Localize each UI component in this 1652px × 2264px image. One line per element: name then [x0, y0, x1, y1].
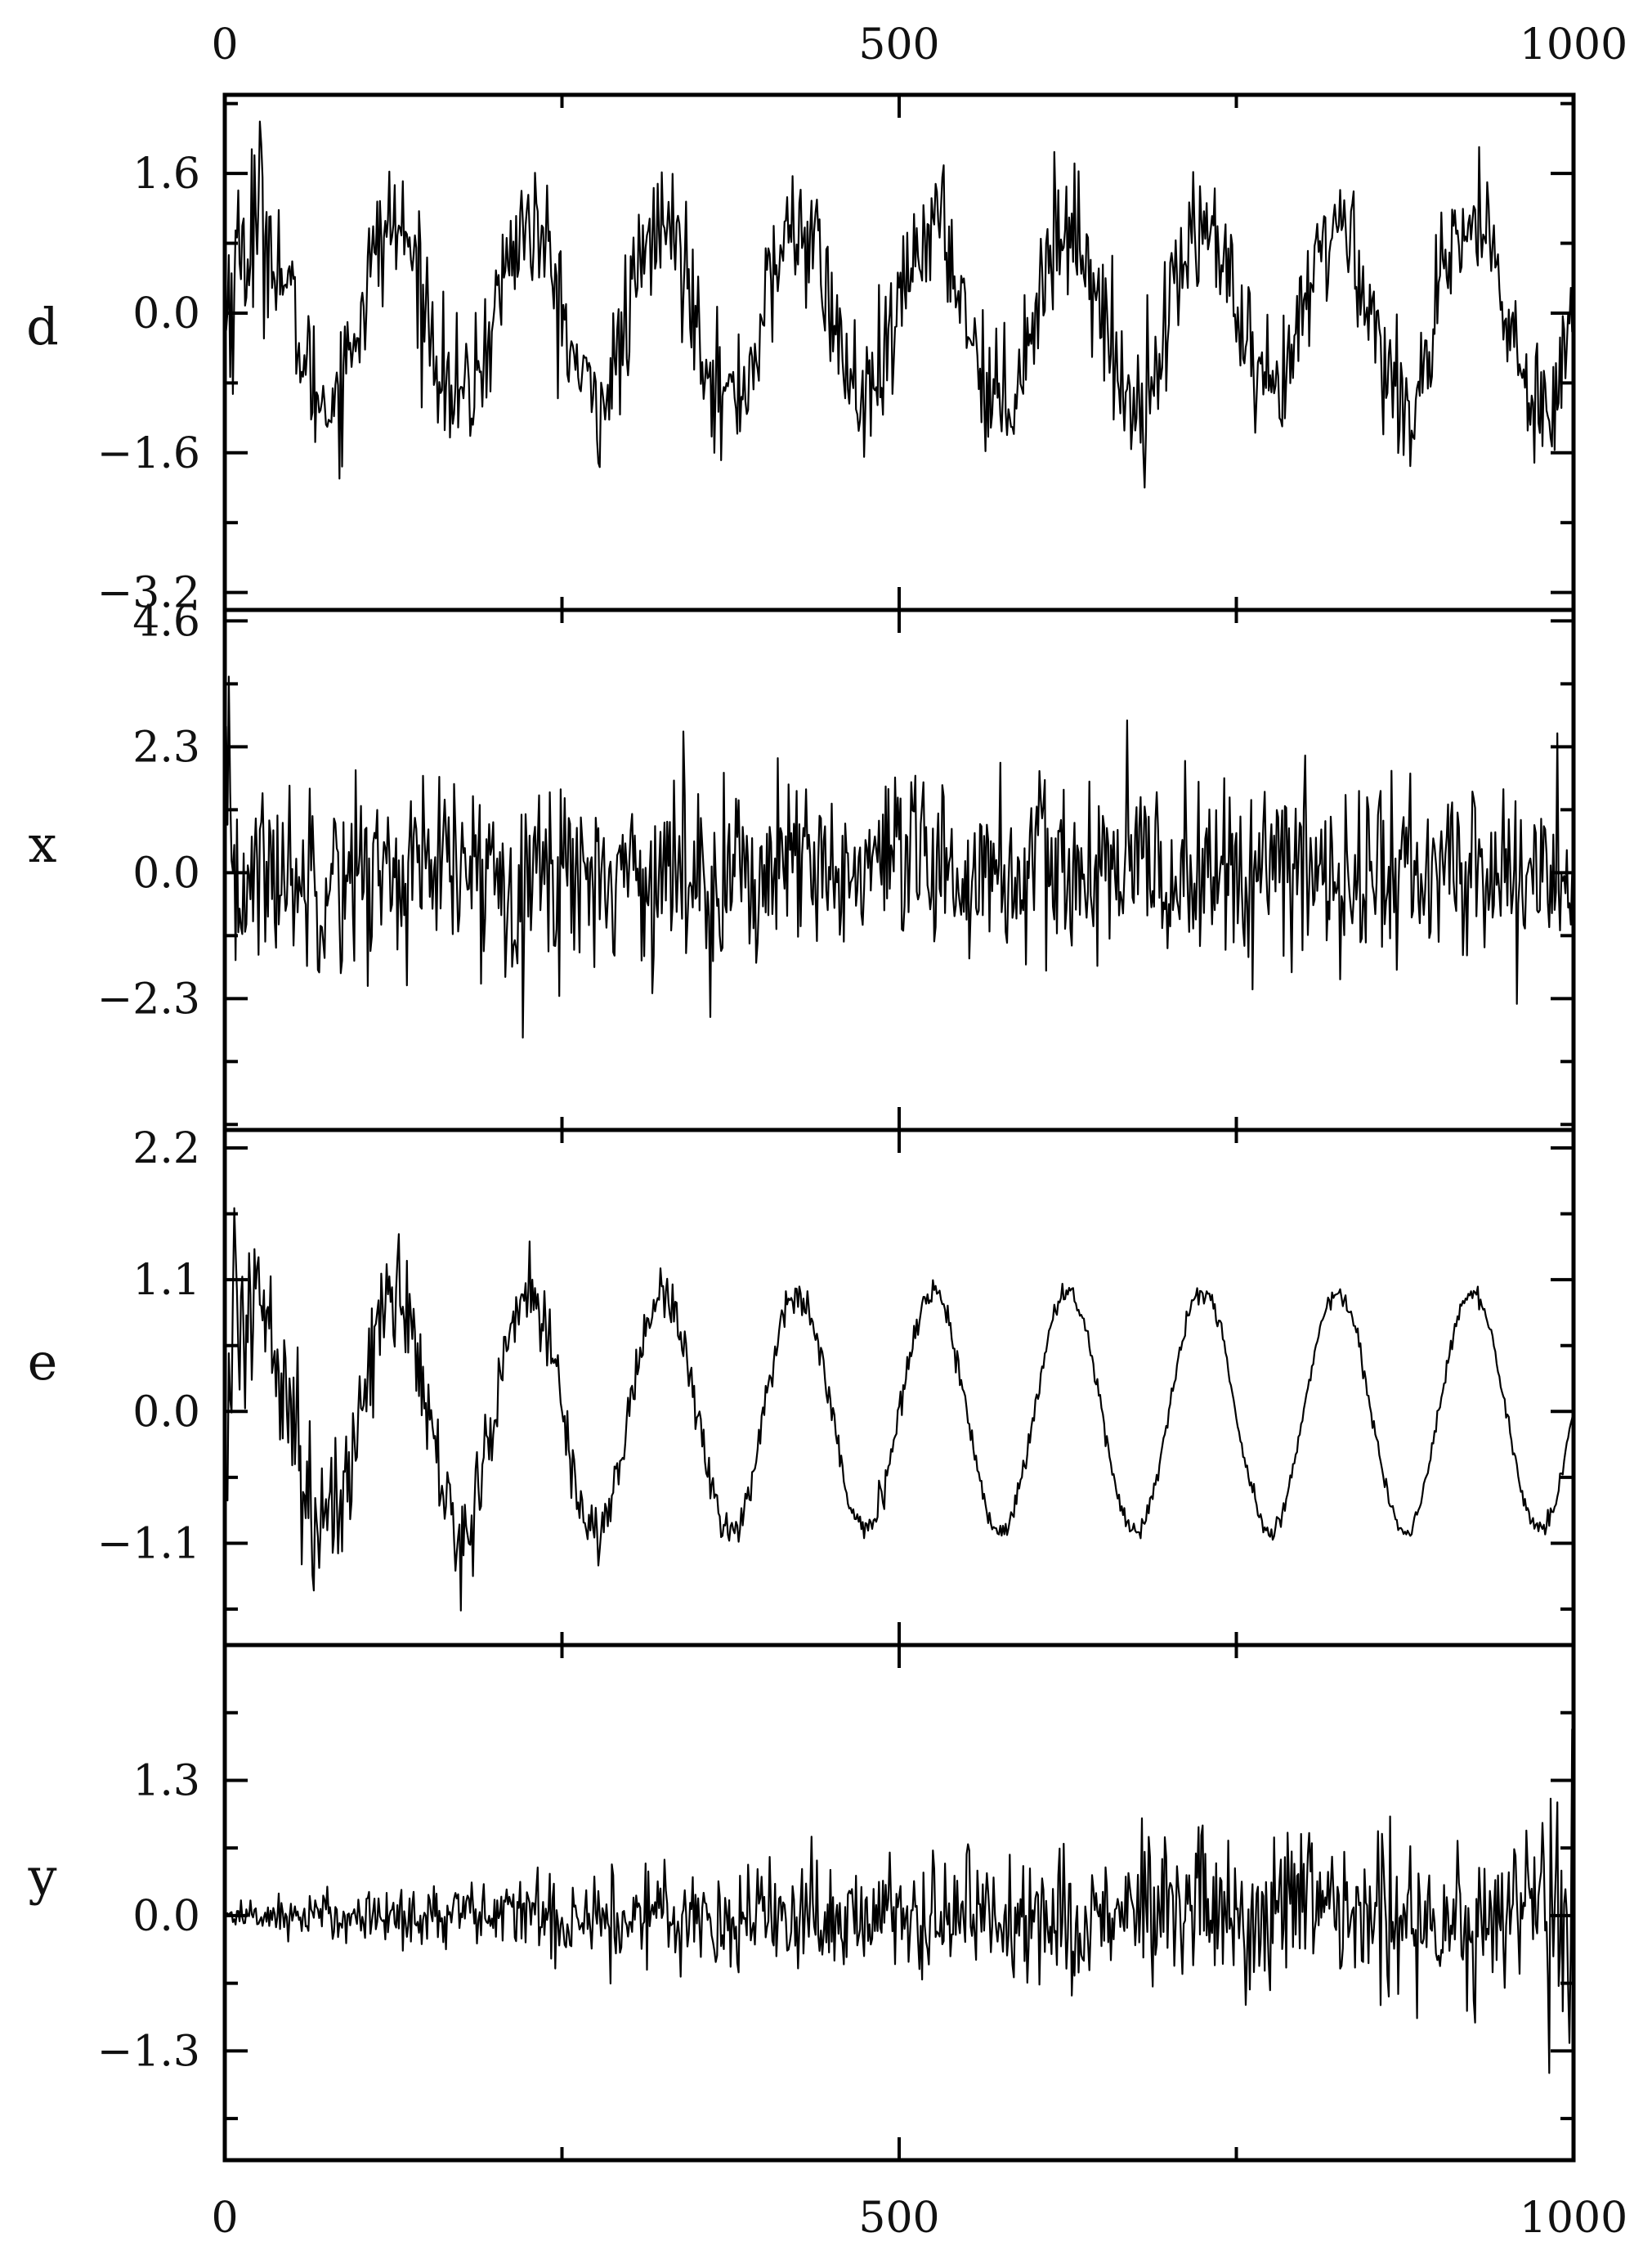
- series-line-e: [225, 1207, 1574, 1612]
- y-tick-label: −3.2: [97, 569, 200, 618]
- x-tick-label-bottom: 0: [211, 2194, 238, 2243]
- x-tick-label-bottom: 1000: [1520, 2194, 1627, 2243]
- y-tick-label: −1.1: [97, 1519, 200, 1568]
- panel-d: 1.6 0.0 −1.6 −3.2 d: [26, 92, 1576, 618]
- series-line-y: [225, 1728, 1574, 2074]
- y-axis-label-y: y: [27, 1847, 56, 1907]
- y-tick-label: 0.0: [132, 1892, 200, 1941]
- y-tick-label: 0.0: [132, 849, 200, 898]
- y-tick-label: −1.3: [97, 2027, 200, 2076]
- y-tick-label: 2.3: [132, 723, 200, 772]
- y-axis-label-e: e: [28, 1332, 58, 1392]
- y-axis-label-x: x: [29, 814, 57, 874]
- y-tick-label: −1.6: [97, 429, 200, 478]
- x-tick-label-top: 1000: [1520, 20, 1627, 69]
- y-tick-label: 1.1: [132, 1256, 200, 1305]
- y-tick-label: 0.0: [132, 289, 200, 338]
- series-line-x: [225, 675, 1574, 1039]
- y-tick-label: −2.3: [97, 975, 200, 1024]
- bottom-x-tick-labels: 0 500 1000: [211, 2194, 1627, 2243]
- y-tick-label: 4.6: [132, 597, 200, 646]
- y-tick-label: 1.6: [132, 150, 200, 199]
- y-tick-label: 1.3: [132, 1756, 200, 1805]
- x-tick-label-top: 0: [211, 20, 238, 69]
- panel-y: 1.3 0.0 −1.3 y: [27, 1643, 1576, 2163]
- top-x-tick-labels: 0 500 1000: [211, 20, 1627, 69]
- y-tick-label: 0.0: [132, 1388, 200, 1437]
- x-tick-label-bottom: 500: [858, 2194, 939, 2243]
- series-line-d: [225, 120, 1574, 489]
- x-tick-label-top: 500: [858, 20, 939, 69]
- y-tick-label: 2.2: [132, 1124, 200, 1173]
- y-axis-label-d: d: [26, 297, 59, 356]
